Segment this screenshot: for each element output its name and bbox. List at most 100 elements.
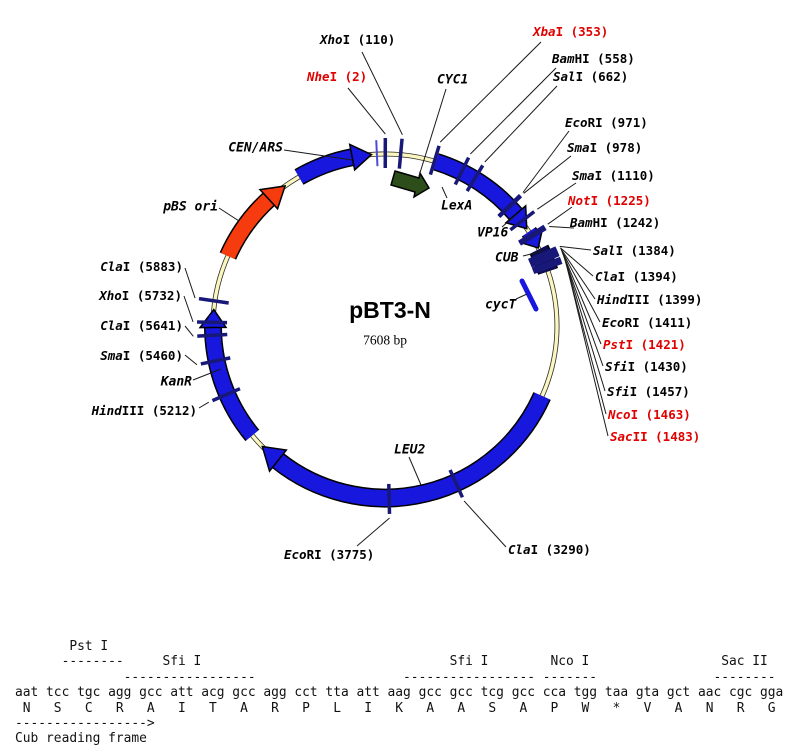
site-callout-smai-978	[523, 155, 572, 194]
site-label-sfii-1430: SfiI (1430)	[605, 359, 688, 374]
site-callout-clai-5883	[184, 267, 196, 299]
feature-label-leu2: LEU2	[394, 443, 425, 458]
site-label-ncoi-1463: NcoI (1463)	[607, 407, 691, 422]
plasmid-name: pBT3-N	[349, 297, 431, 323]
site-callout-xbai-353	[439, 41, 542, 143]
site-tick-clai-5883	[198, 296, 229, 305]
feature-arrowhead-leu2	[261, 445, 288, 473]
site-smai-978: SmaI (978)	[497, 140, 642, 219]
feature-label-cyct: cycT	[485, 298, 517, 313]
feature-callout-pbs-ori	[218, 207, 240, 222]
site-smai-1110: SmaI (1110)	[509, 168, 655, 232]
feature-callout-leu2	[408, 456, 422, 486]
site-label-sacii-1483: SacII (1483)	[610, 429, 700, 444]
site-label-hindiii-5212: HindIII (5212)	[91, 403, 197, 418]
site-label-xhoi-5732: XhoI (5732)	[98, 288, 182, 303]
feature-callout-cen-ars	[283, 149, 353, 161]
site-label-nhei-2: NheI (2)	[306, 69, 367, 84]
site-sali-662: SalI (662)	[465, 69, 628, 192]
site-label-clai-3290: ClaI (3290)	[508, 542, 591, 557]
site-label-clai-1394: ClaI (1394)	[595, 269, 678, 284]
site-callout-sfii-1430	[562, 252, 604, 367]
site-bamhi-1242: BamHI (1242)	[519, 215, 660, 246]
site-hindiii-5212: HindIII (5212)	[91, 387, 241, 418]
feature-label-kanr: KanR	[160, 375, 192, 390]
site-callout-smai-5460	[184, 354, 198, 366]
site-callout-ecori-1411	[560, 250, 601, 323]
feature-leu2: LEU2	[261, 392, 551, 508]
site-callout-psti-1421	[561, 251, 602, 345]
site-callout-sfii-1457	[563, 256, 606, 392]
site-tick-hindiii-5212	[211, 387, 241, 403]
origin-marker-tick	[375, 140, 379, 167]
site-callout-ecori-3775	[356, 517, 390, 547]
site-ecori-3775: EcoRI (3775)	[284, 483, 392, 562]
site-label-xbai-353: XbaI (353)	[532, 24, 608, 39]
site-callout-clai-3290	[463, 500, 507, 548]
feature-label-cen-ars: CEN/ARS	[228, 141, 283, 156]
site-label-sali-662: SalI (662)	[553, 69, 628, 84]
site-label-sfii-1457: SfiI (1457)	[607, 384, 690, 399]
site-sacii-1483: SacII (1483)	[533, 260, 700, 444]
site-callout-clai-1394	[560, 247, 594, 277]
site-tick-xhoi-5732	[197, 320, 228, 325]
feature-callout-cyct	[515, 293, 528, 300]
site-clai-3290: ClaI (3290)	[448, 469, 591, 557]
site-label-clai-5883: ClaI (5883)	[100, 259, 183, 274]
site-xbai-353: XbaI (353)	[428, 24, 608, 176]
site-label-clai-5641: ClaI (5641)	[100, 318, 183, 333]
site-tick-clai-3290	[448, 469, 465, 499]
site-label-smai-5460: SmaI (5460)	[100, 348, 183, 363]
site-callout-smai-1110	[537, 182, 577, 210]
sequence-panel: Pst I -------- Sfi I Sfi I Nco I Sac II …	[15, 639, 784, 747]
site-tick-clai-5641	[197, 332, 228, 338]
site-label-smai-978: SmaI (978)	[567, 140, 642, 155]
site-tick-bamhi-1242	[519, 227, 547, 246]
site-clai-5883: ClaI (5883)	[100, 259, 229, 305]
feature-label-cub: CUB	[495, 251, 519, 266]
site-callout-ecori-971	[522, 130, 570, 193]
site-tick-xbai-353	[428, 145, 441, 176]
site-sfii-1430: SfiI (1430)	[530, 252, 688, 374]
plasmid-size: 7608 bp	[363, 333, 407, 348]
site-callout-hindiii-1399	[560, 248, 596, 300]
site-tick-smai-978	[497, 194, 523, 219]
site-label-ecori-3775: EcoRI (3775)	[284, 547, 374, 562]
site-tick-noti-1225	[518, 224, 546, 244]
feature-lexa: LexA	[433, 153, 528, 230]
site-tick-sfii-1430	[530, 252, 560, 268]
site-callout-hindiii-5212	[198, 401, 210, 409]
feature-callout-kanr	[192, 368, 222, 381]
site-label-smai-1110: SmaI (1110)	[572, 168, 655, 183]
feature-label-cyc1: CYC1	[437, 73, 468, 88]
site-ncoi-1463: NcoI (1463)	[532, 257, 691, 422]
feature-callout-vp16	[501, 213, 518, 228]
site-label-bamhi-558: BamHI (558)	[551, 51, 635, 66]
feature-arrowhead-pbs-ori	[258, 185, 287, 211]
site-label-sali-1384: SalI (1384)	[593, 243, 676, 258]
site-tick-ncoi-1463	[532, 257, 562, 272]
site-tick-bamhi-558	[453, 156, 471, 186]
site-noti-1225: NotI (1225)	[518, 193, 651, 244]
site-bamhi-558: BamHI (558)	[453, 51, 635, 186]
site-callout-sali-1384	[559, 245, 592, 251]
plasmid-title-block: pBT3-N 7608 bp	[349, 297, 431, 348]
feature-cyct: cycT	[485, 278, 539, 313]
feature-cen-ars: CEN/ARS	[228, 141, 373, 185]
site-label-noti-1225: NotI (1225)	[567, 193, 651, 208]
site-label-psti-1421: PstI (1421)	[603, 337, 686, 352]
site-label-hindiii-1399: HindIII (1399)	[596, 292, 702, 307]
site-clai-1394: ClaI (1394)	[528, 247, 678, 284]
feature-callout-lexa	[441, 186, 448, 199]
feature-label-pbs-ori: pBS ori	[162, 200, 218, 215]
site-tick-ecori-3775	[387, 483, 392, 514]
site-callout-noti-1225	[547, 206, 573, 225]
site-callout-sacii-1483	[565, 260, 609, 437]
site-xhoi-5732: XhoI (5732)	[98, 288, 228, 325]
site-label-ecori-971: EcoRI (971)	[565, 115, 648, 130]
site-callout-clai-5641	[184, 325, 194, 337]
feature-label-lexa: LexA	[441, 199, 472, 214]
feature-arrowhead-cen-ars	[348, 143, 373, 172]
site-nhei-2: NheI (2)	[306, 69, 388, 169]
